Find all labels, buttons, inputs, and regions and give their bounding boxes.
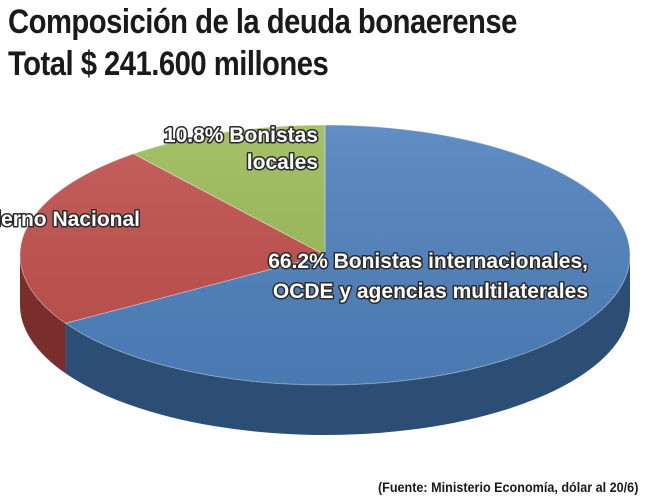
chart-title: Composición de la deuda bonaerense	[8, 3, 517, 41]
slice-3-label: 10.8% Bonistas locales	[164, 124, 318, 174]
slice-1-label: 66.2% Bonistas internacionales, OCDE y ag…	[268, 250, 588, 303]
chart-subtitle: Total $ 241.600 millones	[8, 45, 329, 83]
pie-labels: 66.2% Bonistas internacionales, OCDE y ag…	[0, 123, 590, 305]
source-note: (Fuente: Ministerio Economía, dólar al 2…	[377, 479, 638, 495]
slice-2-label: 23% Gobierno Nacional	[0, 208, 140, 231]
slice-1-side	[65, 255, 630, 435]
